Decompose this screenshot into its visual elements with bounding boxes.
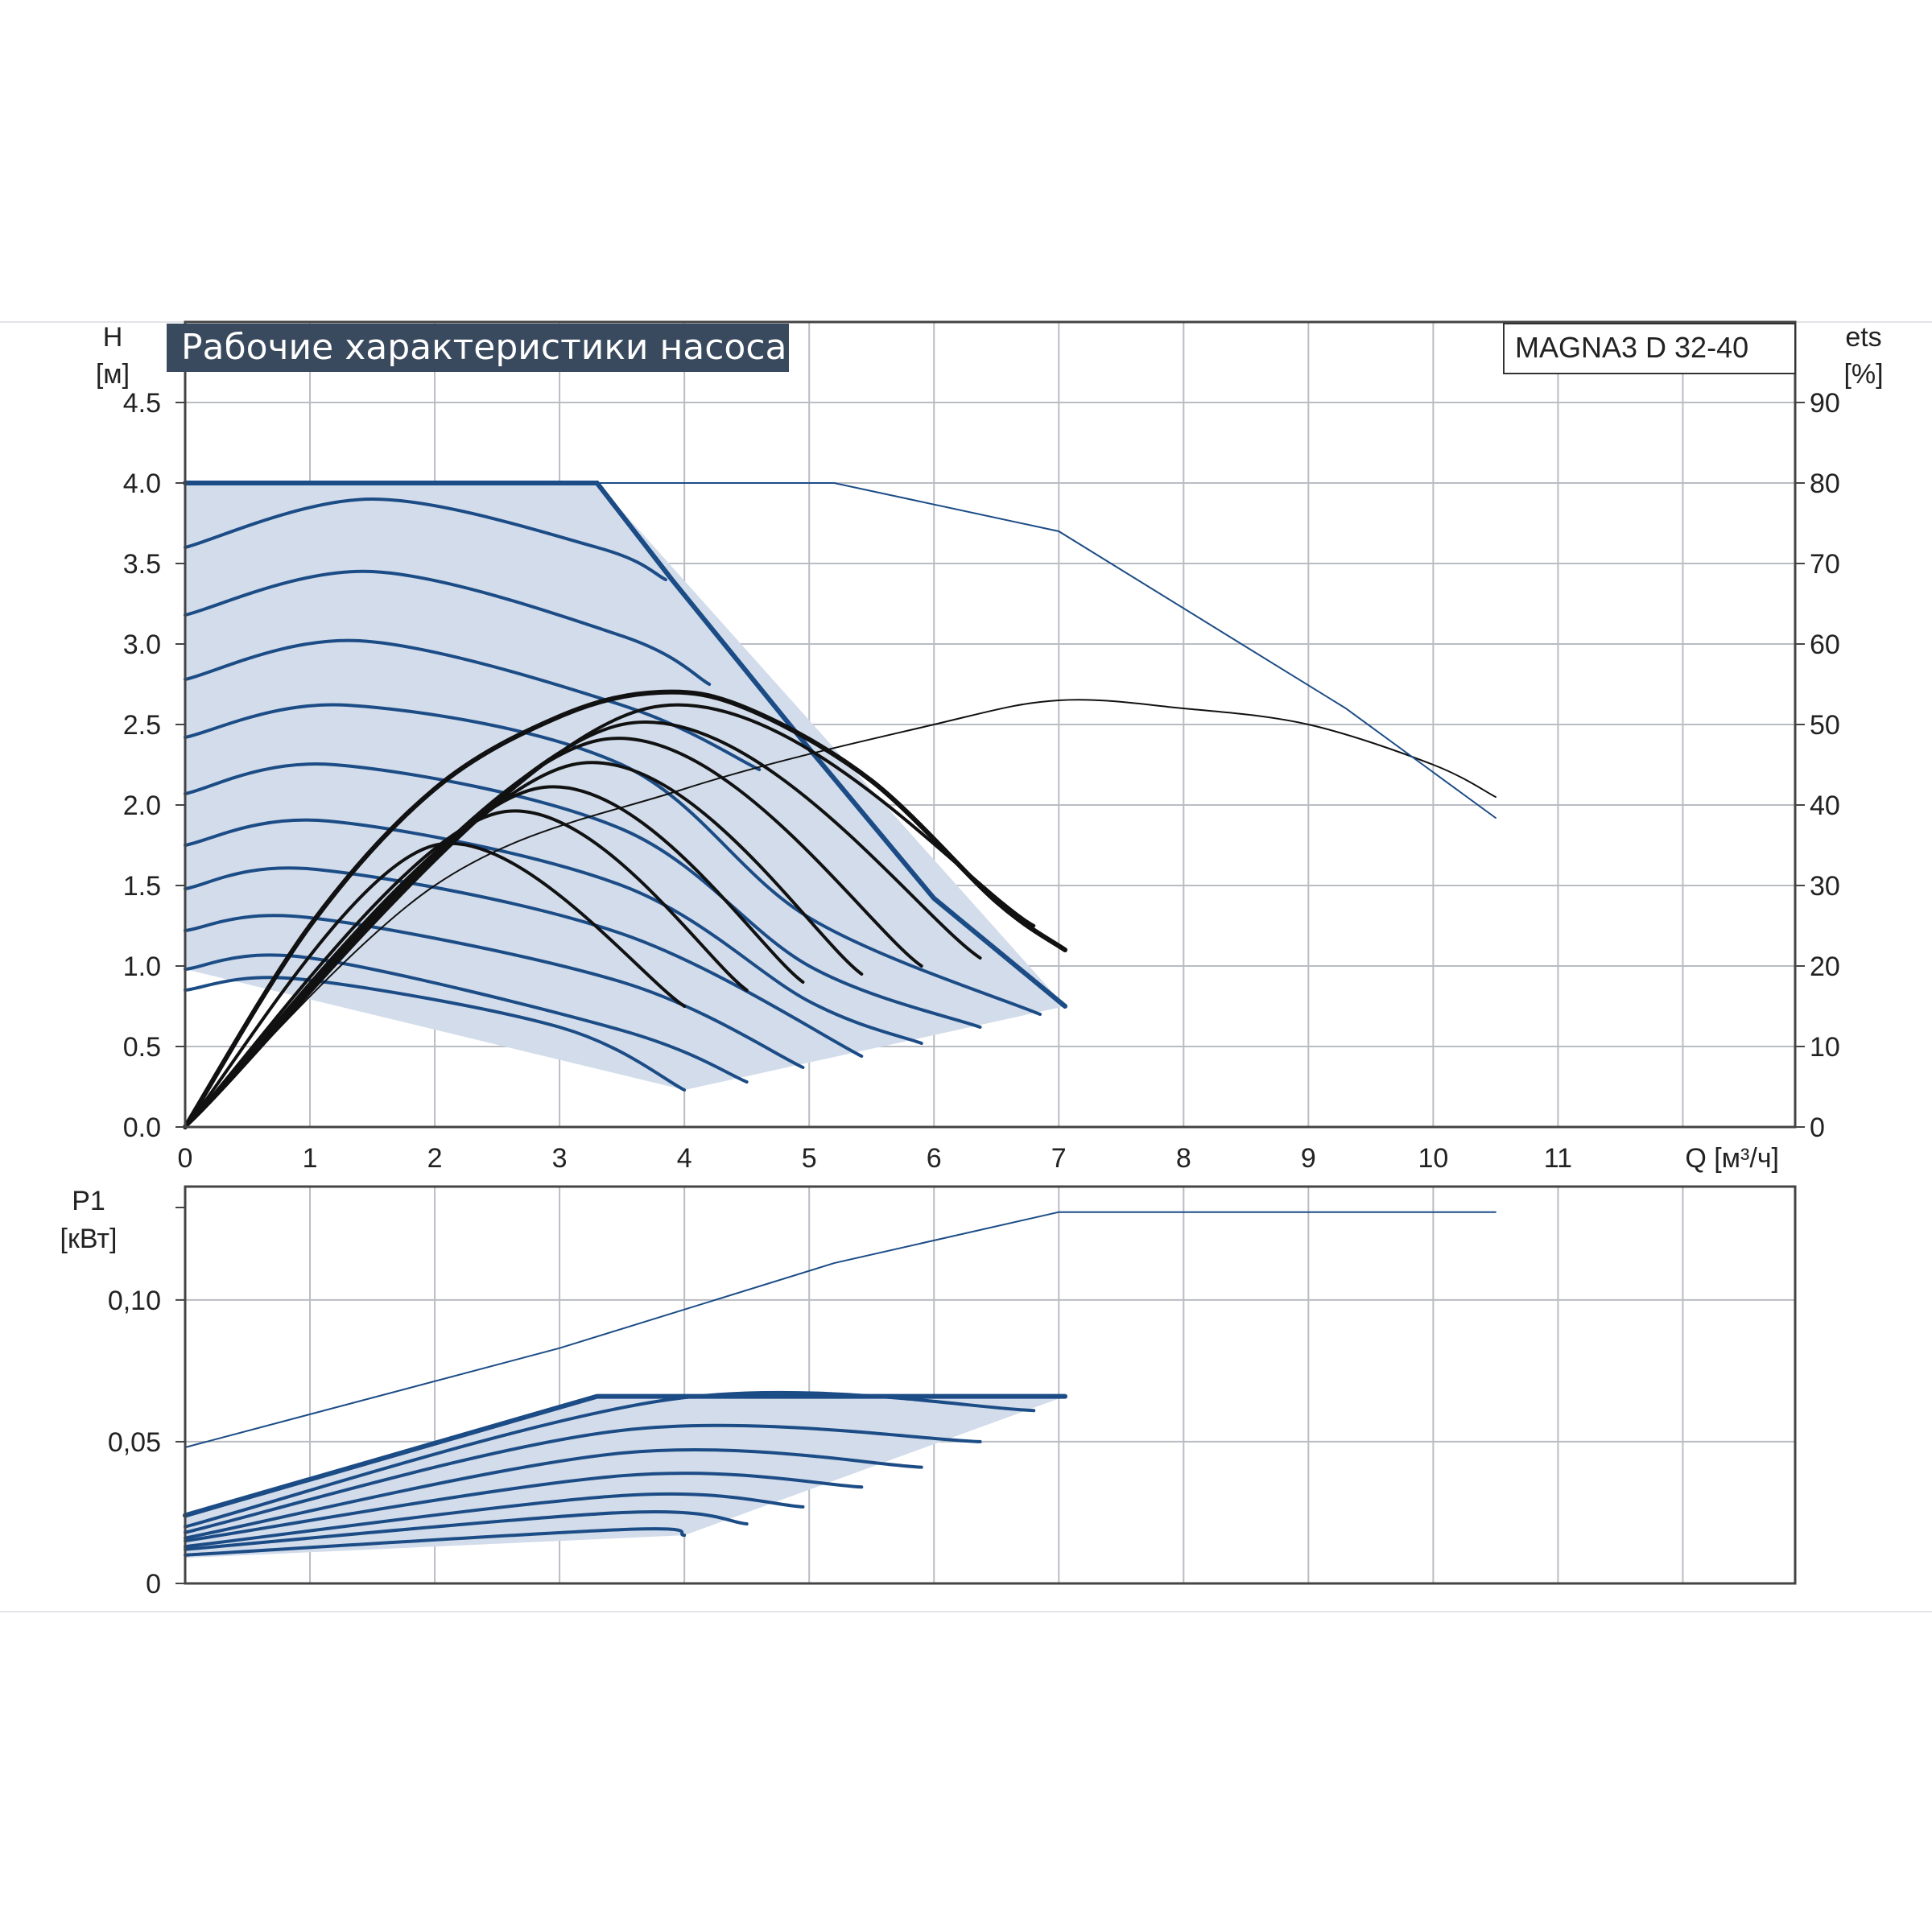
y2-tick-label: 20: [1810, 952, 1840, 982]
power-curve: [184, 1472, 864, 1543]
y-axis-unit: [м]: [96, 359, 130, 390]
efficiency-max-curve: [183, 689, 1068, 1129]
x-tick-label: 11: [1544, 1143, 1572, 1174]
y-tick-label: 2.0: [123, 791, 161, 821]
top-curves: [183, 481, 1496, 1129]
y-tick-label: 2.5: [123, 710, 161, 741]
efficiency-curve: [184, 703, 1036, 1129]
bottom-tick-labels: 0 0,05 0,10: [108, 1207, 185, 1600]
power-curve: [184, 1509, 749, 1551]
x-tick-label: 1: [303, 1143, 318, 1174]
y-tick-label: 0.0: [123, 1113, 161, 1143]
head-thin-curve: [184, 482, 1496, 819]
x-tick-label: 6: [927, 1143, 942, 1174]
y-tick-label: 3.5: [123, 549, 161, 580]
efficiency-curve: [184, 809, 749, 1129]
bottom-plot-frame: [184, 1185, 1797, 1585]
y-axis-label: H: [103, 322, 123, 353]
x-tick-label: 7: [1051, 1143, 1067, 1174]
y2-axis-label: ets: [1845, 322, 1881, 353]
model-label: MAGNA3 D 32-40: [1515, 331, 1748, 364]
y2-tick-label: 10: [1810, 1032, 1840, 1063]
bottom-curves: [183, 1211, 1496, 1557]
top-tick-labels: 0 1 2 3 4 5 6 7 8 9 10 11 0.0 0.5 1.0 1.5 2.0 2.5 3.0 3.5 4.…: [123, 388, 1840, 1174]
efficiency-curve: [184, 841, 687, 1129]
y-tick-label: 1.5: [123, 871, 161, 902]
head-curve: [184, 762, 982, 1029]
operating-region-fill: [185, 483, 1066, 1090]
head-curve: [184, 818, 923, 1045]
head-curve: [184, 866, 864, 1058]
y2-tick-label: 40: [1810, 791, 1840, 821]
top-operating-region: [185, 483, 1066, 1090]
power-thin-curve: [184, 1211, 1496, 1448]
head-curve: [184, 638, 762, 771]
power-curve: [184, 1527, 687, 1557]
model-box: [1503, 323, 1796, 374]
head-curve: [184, 703, 1042, 1016]
power-curve: [184, 1390, 1036, 1529]
head-curve: [184, 953, 749, 1084]
head-curve: [184, 976, 687, 1092]
y2-tick-label: 30: [1810, 871, 1840, 902]
head-curve: [184, 914, 805, 1069]
x-tick-label: 10: [1418, 1143, 1448, 1174]
p1-axis-unit: [кВт]: [60, 1224, 118, 1254]
y-tick-label: 1.0: [123, 952, 161, 982]
x-axis-label: Q [м³/ч]: [1685, 1143, 1779, 1174]
y-tick-label: 3.0: [123, 630, 161, 660]
p1-tick-label: 0,05: [108, 1427, 161, 1458]
max-power-curve: [183, 1393, 1068, 1518]
title-box: [167, 324, 789, 372]
chart-title: Рабочие характеристики насоса: [181, 327, 786, 368]
efficiency-curve: [184, 785, 805, 1129]
x-tick-label: 0: [178, 1143, 193, 1174]
y2-tick-label: 80: [1810, 469, 1840, 499]
y2-tick-label: 60: [1810, 630, 1840, 660]
head-curve: [184, 497, 667, 581]
y2-axis-unit: [%]: [1843, 359, 1883, 390]
power-plot: 0 0,05 0,10: [108, 1185, 1797, 1600]
head-curve: [184, 569, 712, 686]
y2-tick-label: 0: [1810, 1113, 1825, 1143]
x-tick-label: 8: [1176, 1143, 1191, 1174]
p1-tick-label: 0: [146, 1569, 161, 1600]
x-tick-label: 2: [427, 1143, 443, 1174]
efficiency-thin-curve: [184, 699, 1496, 1128]
power-curve: [184, 1423, 982, 1534]
p1-axis-label: P1: [72, 1186, 105, 1216]
y-tick-label: 4.5: [123, 388, 161, 419]
x-tick-label: 4: [677, 1143, 692, 1174]
power-curve: [184, 1447, 923, 1540]
power-curve: [184, 1492, 805, 1549]
y-tick-label: 4.0: [123, 469, 161, 499]
head-efficiency-plot: 0 1 2 3 4 5 6 7 8 9 10 11 0.0 0.5 1.0 1.5 2.0 2.5 3.0 3.5 4.…: [123, 320, 1840, 1174]
y-tick-label: 0.5: [123, 1032, 161, 1063]
y2-tick-label: 90: [1810, 388, 1840, 419]
y2-tick-label: 70: [1810, 549, 1840, 580]
p1-tick-label: 0,10: [108, 1286, 161, 1316]
x-tick-label: 5: [802, 1143, 817, 1174]
x-tick-label: 3: [552, 1143, 568, 1174]
x-tick-label: 9: [1301, 1143, 1316, 1174]
y2-tick-label: 50: [1810, 710, 1840, 741]
efficiency-curve: [184, 761, 864, 1129]
